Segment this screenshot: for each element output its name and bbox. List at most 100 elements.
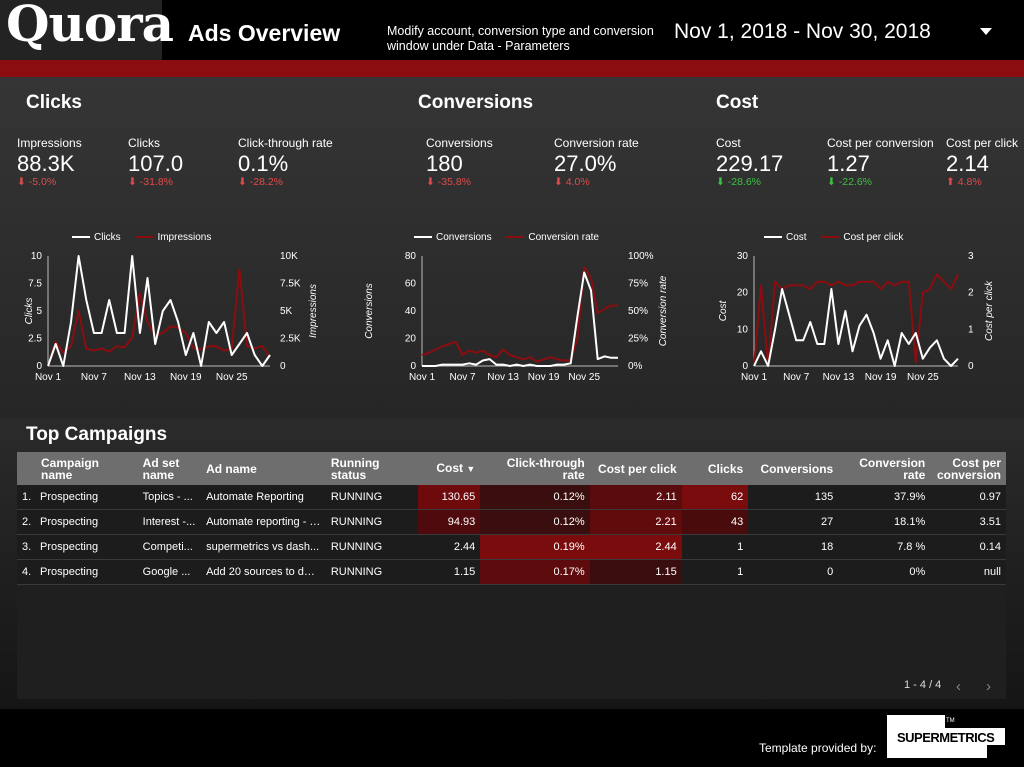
col-cost[interactable]: Cost ▼ [417, 452, 481, 485]
cell-running-status: RUNNING [325, 534, 418, 560]
chevron-right-icon[interactable]: › [986, 678, 991, 695]
legend-label: Cost per click [843, 232, 904, 243]
kpi-impressions-value: 88.3K [17, 151, 75, 176]
chevron-left-icon[interactable]: ‹ [956, 678, 961, 695]
y-tick-label: 0 [742, 361, 748, 372]
cell-clicks: 43 [681, 509, 749, 535]
cell-cost: 94.93 [417, 509, 481, 535]
arrow-down-icon: ⬇ [238, 176, 247, 188]
table-row[interactable]: 3. Prospecting Competi... supermetrics vs d… [17, 534, 1006, 560]
arrow-down-icon: ⬇ [426, 176, 435, 188]
delta-value: -22.6% [838, 176, 873, 188]
delta-value: -28.2% [249, 176, 284, 188]
y2-tick-label: 1 [968, 324, 974, 335]
x-tick-label: Nov 1 [741, 372, 768, 383]
x-tick-label: Nov 19 [865, 372, 897, 383]
x-tick-label: Nov 1 [35, 372, 62, 383]
cell-cost: 1.15 [417, 559, 481, 585]
arrow-up-icon: ⬆ [946, 176, 955, 188]
cell-ad-set-name: Interest -... [137, 509, 202, 535]
y2-tick-label: 75% [628, 279, 648, 290]
delta-value: 4.8% [957, 176, 982, 188]
col-ad-set-name[interactable]: Ad set name [137, 452, 202, 485]
col-cost-per-click[interactable]: Cost per click [589, 452, 682, 485]
legend-swatch [72, 236, 90, 239]
delta-value: -31.8% [139, 176, 174, 188]
cell-cost-per-conversion: 3.51 [930, 509, 1006, 535]
x-tick-label: Nov 25 [907, 372, 939, 383]
kpi-cost-per-conversion-label: Cost per conversion [827, 136, 934, 150]
cell-cost-per-click: 2.44 [589, 534, 682, 560]
y2-axis-title: Impressions [308, 284, 319, 338]
logo-brand: SUPERMETRICS [897, 730, 995, 745]
chevron-down-icon[interactable] [980, 28, 992, 35]
kpi-conversion-rate-label: Conversion rate [554, 136, 639, 150]
kpi-cost-delta: ⬇ -28.6% [716, 176, 761, 188]
y2-axis-title: Conversion rate [658, 275, 669, 346]
x-tick-label: Nov 7 [449, 372, 476, 383]
y2-tick-label: 2.5K [280, 334, 301, 345]
y-tick-label: 60 [405, 279, 417, 290]
col-running-status[interactable]: Running status [325, 452, 418, 485]
row-index: 2. [22, 516, 32, 528]
col-campaign-name[interactable]: Campaign name [17, 452, 138, 485]
clicks-section-title: Clicks [26, 92, 82, 113]
kpi-cost-per-click-value: 2.14 [946, 151, 989, 176]
cell-clicks: 1 [681, 559, 749, 585]
cell-running-status: RUNNING [325, 485, 418, 510]
cell-value: Prospecting [40, 541, 99, 553]
legend-label: Cost [786, 232, 807, 243]
row-index: 1. [22, 491, 32, 503]
accent-bar [0, 60, 1024, 77]
kpi-cost-value: 229.17 [716, 151, 784, 176]
kpi-conversions-label: Conversions [426, 136, 493, 150]
series-line-cost [753, 288, 959, 367]
cell-conversion-rate: 7.8 % [838, 534, 931, 560]
cell-cost-per-conversion: 0.14 [930, 534, 1006, 560]
legend-swatch [506, 236, 525, 239]
legend-swatch [764, 236, 782, 239]
y2-tick-label: 50% [628, 306, 648, 317]
series-line-clicks [47, 255, 271, 367]
cell-cost: 2.44 [417, 534, 481, 560]
y2-axis-title: Cost per click [984, 280, 995, 341]
legend-swatch [414, 236, 432, 239]
series-line-conversions [422, 271, 618, 367]
top-bar: Quora Ads Overview Modify account, conve… [0, 0, 1024, 60]
legend-label: Conversions [436, 232, 492, 243]
y2-tick-label: 0 [968, 361, 974, 372]
cell-ad-name: Automate reporting - i... [201, 509, 326, 535]
arrow-down-icon: ⬇ [17, 176, 26, 188]
legend-label: Conversion rate [528, 232, 599, 243]
table-row[interactable]: 1. Prospecting Topics - ... Automate Report… [17, 485, 1006, 510]
cell-cost-per-click: 2.11 [589, 485, 682, 510]
table-row[interactable]: 4. Prospecting Google ... Add 20 sources to… [17, 559, 1006, 585]
col-conversion-rate[interactable]: Conversion rate [838, 452, 931, 485]
sort-desc-icon[interactable]: ▼ [466, 464, 476, 474]
cell-ctr: 0.12% [480, 509, 590, 535]
y2-tick-label: 2 [968, 288, 974, 299]
x-tick-label: Nov 13 [823, 372, 855, 383]
kpi-clicks-label: Clicks [128, 136, 160, 150]
col-ctr[interactable]: Click-through rate [480, 452, 590, 485]
col-cost-per-conversion[interactable]: Cost per conversion [930, 452, 1006, 485]
y-tick-label: 80 [405, 251, 417, 262]
x-tick-label: Nov 13 [124, 372, 156, 383]
cell-ad-set-name: Topics - ... [137, 485, 202, 510]
kpi-cost-per-conversion-value: 1.27 [827, 151, 870, 176]
date-range-selector[interactable]: Nov 1, 2018 - Nov 30, 2018 [674, 20, 931, 43]
col-clicks[interactable]: Clicks [681, 452, 749, 485]
logo-tm: TM [946, 718, 955, 724]
col-ad-name[interactable]: Ad name [201, 452, 326, 485]
kpi-ctr-label: Click-through rate [238, 136, 333, 150]
cell-conversion-rate: 0% [838, 559, 931, 585]
arrow-down-icon: ⬇ [716, 176, 725, 188]
table-row[interactable]: 2. Prospecting Interest -... Automate repor… [17, 509, 1006, 535]
row-index: 4. [22, 566, 32, 578]
col-conversions[interactable]: Conversions [748, 452, 839, 485]
y-axis-title: Conversions [364, 283, 375, 339]
quora-logo: Quora [0, 0, 174, 60]
x-tick-label: Nov 25 [216, 372, 248, 383]
y-tick-label: 30 [737, 251, 749, 262]
conversions-chart: 80 60 40 20 0 100% 75% 50% 25% 0% Nov 1 Nov 7 Nov 13… [364, 251, 669, 383]
